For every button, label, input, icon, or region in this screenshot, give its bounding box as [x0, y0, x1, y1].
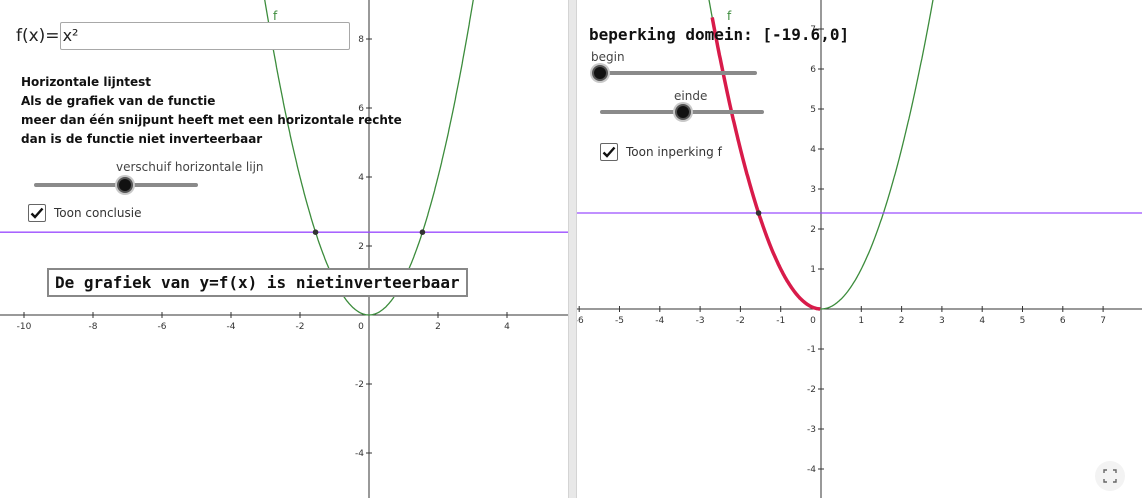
- y-tick-label: 4: [810, 145, 816, 155]
- x-tick-label: 3: [939, 316, 945, 326]
- description-line-1: Als de grafiek van de functie: [21, 94, 216, 108]
- formula-row: f(x)= x²: [16, 22, 350, 50]
- intersection-point: [755, 210, 762, 216]
- show-restriction-toggle[interactable]: Toon inperking f: [600, 143, 722, 161]
- y-tick-label: 1: [810, 265, 816, 275]
- x-tick-label: -4: [655, 316, 664, 326]
- right-graphics-view[interactable]: -6 -5 -4 -3 -2 -1 0 1 2 3 4 5 6 7 -4 -3 -2 -1 1 2 3 4 5 6 7 f bep…: [577, 0, 1142, 498]
- x-tick-label: 2: [899, 316, 905, 326]
- y-tick-label: -4: [807, 465, 816, 475]
- y-tick-label: 7: [810, 25, 816, 35]
- show-conclusion-label: Toon conclusie: [54, 206, 142, 220]
- x-tick-label: -4: [227, 322, 236, 332]
- restricted-curve: [710, 17, 821, 311]
- x-tick-label: -3: [696, 316, 705, 326]
- x-tick-label: 4: [504, 322, 510, 332]
- y-tick-label: 6: [810, 65, 816, 75]
- y-tick-label: -4: [355, 449, 364, 459]
- description-line-3: dan is de functie niet inverteerbaar: [21, 132, 263, 146]
- x-tick-label: 0: [810, 316, 816, 326]
- x-tick-label: 1: [858, 316, 864, 326]
- description-title: Horizontale lijntest: [21, 75, 151, 89]
- x-tick-label: 2: [435, 322, 441, 332]
- y-tick-label: 2: [810, 225, 816, 235]
- y-tick-label: 6: [358, 104, 364, 114]
- x-tick-label: -8: [89, 322, 98, 332]
- x-tick-label: 0: [358, 322, 364, 332]
- curve-label: f: [273, 9, 278, 23]
- end-slider-knob[interactable]: [675, 104, 691, 120]
- horizontal-line-test-text: Horizontale lijntest Als de grafiek van …: [21, 73, 402, 149]
- y-tick-label: -2: [355, 380, 364, 390]
- begin-slider-knob[interactable]: [592, 65, 608, 81]
- fullscreen-button[interactable]: [1095, 461, 1125, 491]
- y-tick-label: 2: [358, 242, 364, 252]
- show-conclusion-checkbox[interactable]: [28, 204, 46, 222]
- checkmark-icon: [30, 207, 44, 219]
- curve-label: f: [727, 9, 732, 23]
- domain-restriction-title: beperking domein: [-19.6,0]: [589, 25, 850, 44]
- formula-input[interactable]: x²: [59, 22, 350, 50]
- begin-slider-track[interactable]: [597, 71, 757, 75]
- x-tick-label: -6: [158, 322, 167, 332]
- x-tick-label: -2: [736, 316, 745, 326]
- conclusion-text: De grafiek van y=f(x) is nietinverteerba…: [47, 268, 468, 297]
- x-tick-label: 7: [1100, 316, 1106, 326]
- y-tick-label: -1: [807, 345, 816, 355]
- y-tick-label: -3: [807, 425, 816, 435]
- left-graph-canvas[interactable]: -10 -8 -6 -4 -2 0 2 4 -4 -2 2 4 6 8 f: [0, 0, 568, 498]
- begin-slider-label: begin: [591, 50, 625, 64]
- x-tick-label: 5: [1020, 316, 1026, 326]
- y-tick-label: 5: [810, 105, 816, 115]
- x-tick-label: 6: [1060, 316, 1066, 326]
- x-tick-label: -10: [17, 322, 32, 332]
- y-tick-label: -2: [807, 385, 816, 395]
- end-slider-label: einde: [674, 89, 708, 103]
- right-graph-canvas[interactable]: -6 -5 -4 -3 -2 -1 0 1 2 3 4 5 6 7 -4 -3 -2 -1 1 2 3 4 5 6 7 f: [577, 0, 1142, 498]
- slider-knob[interactable]: [117, 177, 133, 193]
- y-tick-label: 4: [358, 173, 364, 183]
- intersection-point: [312, 229, 319, 235]
- y-tick-label: 3: [810, 185, 816, 195]
- x-tick-label: -1: [776, 316, 785, 326]
- x-tick-label: 4: [979, 316, 985, 326]
- description-line-2: meer dan één snijpunt heeft met een hori…: [21, 113, 402, 127]
- slider-track[interactable]: [34, 183, 198, 187]
- x-tick-label: -2: [296, 322, 305, 332]
- fullscreen-icon: [1103, 469, 1117, 483]
- panel-divider[interactable]: [568, 0, 577, 498]
- function-curve: [264, 0, 474, 316]
- horizontal-line-slider[interactable]: verschuif horizontale lijn: [34, 160, 264, 193]
- x-tick-label: -5: [615, 316, 624, 326]
- intersection-point: [419, 229, 426, 235]
- begin-slider[interactable]: begin: [591, 50, 761, 81]
- y-tick-label: 8: [358, 35, 364, 45]
- slider-label: verschuif horizontale lijn: [116, 160, 264, 174]
- show-restriction-label: Toon inperking f: [626, 145, 722, 159]
- show-conclusion-toggle[interactable]: Toon conclusie: [28, 204, 141, 222]
- formula-label: f(x)=: [16, 26, 60, 46]
- left-graphics-view[interactable]: -10 -8 -6 -4 -2 0 2 4 -4 -2 2 4 6 8 f f(x)= x² Horizon…: [0, 0, 568, 498]
- end-slider[interactable]: einde: [600, 89, 770, 121]
- show-restriction-checkbox[interactable]: [600, 143, 618, 161]
- checkmark-icon: [602, 146, 616, 158]
- x-tick-label: -6: [577, 316, 584, 326]
